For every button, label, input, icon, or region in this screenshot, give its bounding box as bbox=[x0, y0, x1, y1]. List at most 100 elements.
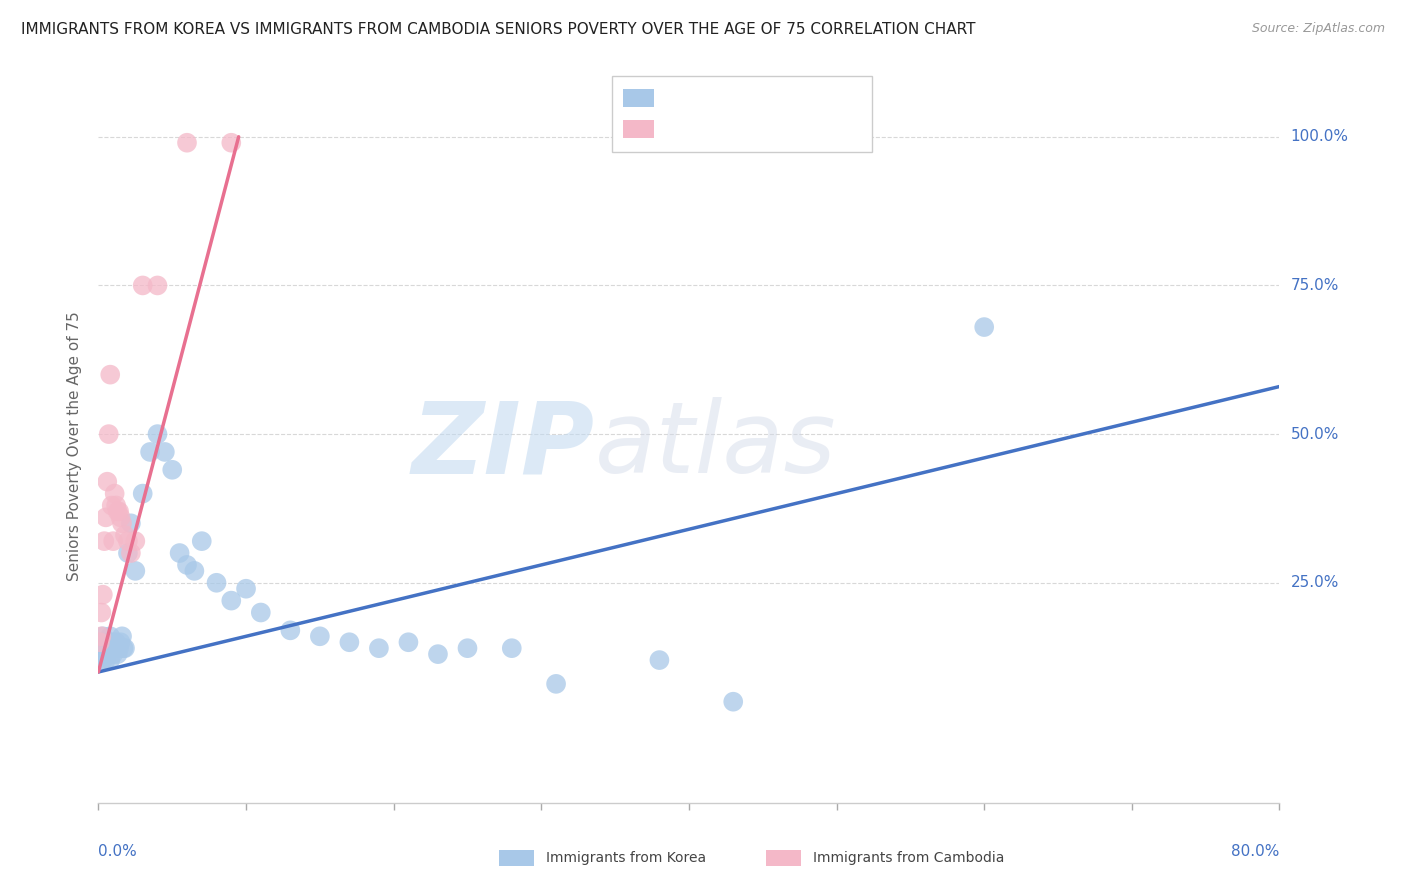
Point bbox=[176, 558, 198, 572]
Point bbox=[117, 546, 139, 560]
Point bbox=[132, 486, 155, 500]
Text: 25.0%: 25.0% bbox=[1291, 575, 1339, 591]
Point bbox=[427, 647, 450, 661]
Point bbox=[110, 635, 132, 649]
Text: Immigrants from Cambodia: Immigrants from Cambodia bbox=[813, 851, 1004, 865]
Point bbox=[98, 653, 121, 667]
Point bbox=[93, 647, 115, 661]
Point bbox=[103, 647, 125, 661]
Point bbox=[100, 641, 122, 656]
Point bbox=[94, 510, 117, 524]
Point bbox=[94, 635, 117, 649]
Point bbox=[96, 647, 118, 661]
Text: 75.0%: 75.0% bbox=[1291, 278, 1339, 293]
Point bbox=[219, 136, 242, 150]
Point bbox=[104, 486, 127, 500]
Point bbox=[117, 534, 139, 549]
Point bbox=[278, 624, 302, 638]
Text: 0.0%: 0.0% bbox=[98, 845, 138, 860]
Point bbox=[108, 504, 131, 518]
Point bbox=[146, 278, 169, 293]
Point bbox=[162, 463, 183, 477]
Point bbox=[110, 510, 132, 524]
Text: 25: 25 bbox=[811, 120, 834, 138]
Point bbox=[111, 629, 134, 643]
Point bbox=[114, 528, 136, 542]
Point bbox=[91, 588, 114, 602]
Point bbox=[97, 427, 120, 442]
Point bbox=[721, 695, 744, 709]
Point bbox=[94, 653, 117, 667]
Text: 0.671: 0.671 bbox=[707, 120, 759, 138]
Text: ZIP: ZIP bbox=[412, 398, 595, 494]
Point bbox=[107, 647, 129, 661]
Text: 0.575: 0.575 bbox=[707, 89, 759, 107]
Point bbox=[132, 278, 155, 293]
Point bbox=[96, 641, 118, 656]
Point bbox=[90, 629, 112, 643]
Point bbox=[91, 629, 114, 643]
Point bbox=[103, 635, 125, 649]
Text: atlas: atlas bbox=[595, 398, 837, 494]
Text: R =: R = bbox=[665, 89, 702, 107]
Point bbox=[973, 320, 995, 334]
Point bbox=[219, 593, 242, 607]
Point bbox=[97, 641, 120, 656]
Point bbox=[90, 641, 112, 656]
Point bbox=[337, 635, 360, 649]
Text: 54: 54 bbox=[811, 89, 834, 107]
Point bbox=[98, 368, 121, 382]
Point bbox=[191, 534, 214, 549]
Point bbox=[108, 641, 131, 656]
Point bbox=[98, 629, 121, 643]
Point bbox=[107, 504, 129, 518]
Text: N =: N = bbox=[761, 120, 808, 138]
Point bbox=[97, 635, 120, 649]
Point bbox=[146, 427, 169, 442]
Point bbox=[96, 475, 118, 489]
Point bbox=[105, 635, 128, 649]
Text: Source: ZipAtlas.com: Source: ZipAtlas.com bbox=[1251, 22, 1385, 36]
Point bbox=[90, 635, 112, 649]
Text: 80.0%: 80.0% bbox=[1232, 845, 1279, 860]
Point bbox=[124, 564, 146, 578]
Point bbox=[368, 641, 391, 656]
Y-axis label: Seniors Poverty Over the Age of 75: Seniors Poverty Over the Age of 75 bbox=[67, 311, 83, 581]
Point bbox=[114, 641, 136, 656]
Point bbox=[501, 641, 523, 656]
Point bbox=[93, 534, 115, 549]
Point bbox=[93, 641, 115, 656]
Point bbox=[250, 606, 273, 620]
Point bbox=[91, 653, 114, 667]
Point bbox=[120, 516, 142, 531]
Point bbox=[456, 641, 478, 656]
Point bbox=[120, 546, 142, 560]
Point bbox=[235, 582, 257, 596]
Text: Immigrants from Korea: Immigrants from Korea bbox=[546, 851, 706, 865]
Point bbox=[183, 564, 205, 578]
Point bbox=[169, 546, 191, 560]
Point bbox=[103, 534, 125, 549]
Point bbox=[90, 606, 112, 620]
Point bbox=[153, 445, 176, 459]
Text: 50.0%: 50.0% bbox=[1291, 426, 1339, 442]
Point bbox=[544, 677, 567, 691]
Point bbox=[100, 499, 122, 513]
Point bbox=[396, 635, 419, 649]
Point bbox=[124, 534, 146, 549]
Point bbox=[89, 647, 111, 661]
Point bbox=[176, 136, 198, 150]
Point bbox=[104, 641, 127, 656]
Point bbox=[648, 653, 671, 667]
Text: IMMIGRANTS FROM KOREA VS IMMIGRANTS FROM CAMBODIA SENIORS POVERTY OVER THE AGE O: IMMIGRANTS FROM KOREA VS IMMIGRANTS FROM… bbox=[21, 22, 976, 37]
Text: 100.0%: 100.0% bbox=[1291, 129, 1348, 145]
Point bbox=[139, 445, 162, 459]
Text: R =: R = bbox=[665, 120, 702, 138]
Point bbox=[89, 635, 111, 649]
Point bbox=[205, 575, 228, 590]
Point bbox=[309, 629, 332, 643]
Point bbox=[105, 499, 128, 513]
Point bbox=[112, 641, 135, 656]
Text: N =: N = bbox=[761, 89, 808, 107]
Point bbox=[111, 516, 134, 531]
